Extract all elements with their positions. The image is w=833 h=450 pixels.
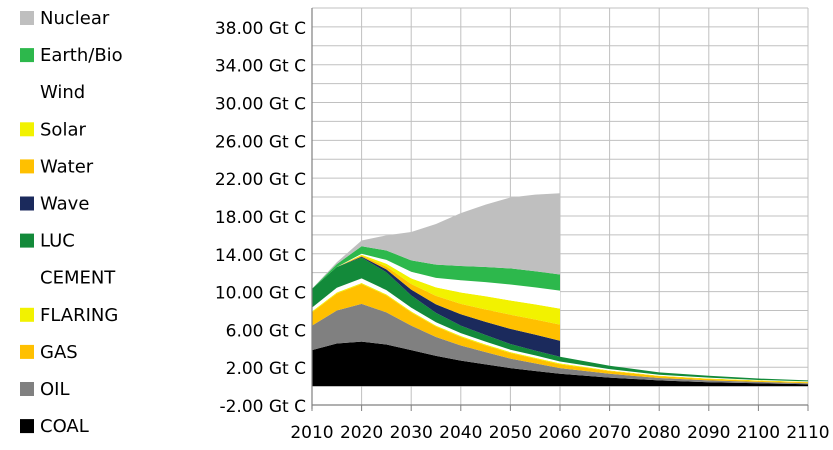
x-tick-label: 2090 xyxy=(687,423,730,443)
legend-swatch xyxy=(20,270,34,285)
legend-layer: Nuclear Earth/Bio Wind Solar Water Wave LUC CEM… xyxy=(20,8,123,437)
legend-swatch xyxy=(20,122,34,137)
x-tick-label: 2060 xyxy=(538,423,581,443)
x-tick-label: 2030 xyxy=(390,423,433,443)
x-tick-label: 2080 xyxy=(638,423,681,443)
legend-swatch xyxy=(20,159,34,174)
legend-item-water: Water xyxy=(20,156,94,177)
x-tick-label: 2070 xyxy=(588,423,631,443)
area-coal xyxy=(312,341,808,387)
x-tick-label: 2110 xyxy=(786,423,829,443)
legend-swatch xyxy=(20,382,34,396)
legend-swatch xyxy=(20,85,34,100)
y-tick-label: 30.00 Gt C xyxy=(215,95,306,115)
legend-swatch xyxy=(20,307,34,322)
y-tick-label: 6.00 Gt C xyxy=(226,321,306,341)
x-tick-label: 2020 xyxy=(340,423,383,443)
legend-label: GAS xyxy=(40,342,78,363)
legend-label: COAL xyxy=(40,416,89,437)
area-solar xyxy=(312,254,560,325)
y-tick-label: 14.00 Gt C xyxy=(215,246,306,266)
legend-swatch xyxy=(20,344,34,359)
legend-item-coal: COAL xyxy=(20,416,89,437)
legend-item-gas: GAS xyxy=(20,342,78,363)
x-tick-label: 2040 xyxy=(439,423,482,443)
area-luc xyxy=(312,257,808,382)
legend-swatch xyxy=(20,233,34,248)
y-tick-label: 22.00 Gt C xyxy=(215,170,306,190)
area-water xyxy=(312,255,560,341)
x-tick-label: 2100 xyxy=(737,423,780,443)
legend-item-wave: Wave xyxy=(20,194,89,215)
legend-label: LUC xyxy=(40,231,75,252)
legend-item-luc: LUC xyxy=(20,231,75,252)
legend-item-solar: Solar xyxy=(20,119,86,140)
area-nuclear xyxy=(312,193,560,289)
legend-item-cement: CEMENT xyxy=(20,268,116,289)
y-tick-label: -2.00 Gt C xyxy=(219,397,306,417)
y-tick-label: 26.00 Gt C xyxy=(215,132,306,152)
legend-swatch xyxy=(20,196,34,211)
x-tick-label: 2010 xyxy=(290,423,333,443)
y-tick-label: 2.00 Gt C xyxy=(226,359,306,379)
legend-swatch xyxy=(20,48,34,63)
legend-label: Earth/Bio xyxy=(40,45,123,66)
area-oil xyxy=(312,303,808,385)
area-wave xyxy=(312,256,560,357)
legend-label: OIL xyxy=(40,379,70,400)
y-tick-label: 38.00 Gt C xyxy=(215,19,306,39)
y-tick-label: 18.00 Gt C xyxy=(215,208,306,228)
legend-label: Solar xyxy=(40,119,86,140)
legend-label: Nuclear xyxy=(40,8,110,29)
area-wind xyxy=(312,253,560,309)
legend-item-oil: OIL xyxy=(20,379,70,400)
legend-label: CEMENT xyxy=(40,268,116,289)
area-earth-bio xyxy=(312,246,560,291)
area-layer xyxy=(312,193,808,387)
legend-label: FLARING xyxy=(40,305,118,326)
y-tick-label: 10.00 Gt C xyxy=(215,284,306,304)
legend-item-wind: Wind xyxy=(20,82,85,103)
legend-label: Wind xyxy=(40,82,85,103)
legend-label: Wave xyxy=(40,194,89,215)
area-gas xyxy=(312,284,808,384)
legend-item-earth-bio: Earth/Bio xyxy=(20,45,123,66)
axis-layer: 2010 2020 2030 2040 2050 2060 2070 2080 2090 2100… xyxy=(215,8,830,443)
legend-label: Water xyxy=(40,156,94,177)
legend-item-nuclear: Nuclear xyxy=(20,8,110,29)
y-tick-label: 34.00 Gt C xyxy=(215,57,306,77)
legend-swatch xyxy=(20,419,34,434)
legend-swatch xyxy=(20,11,34,25)
x-tick-label: 2050 xyxy=(489,423,532,443)
legend-item-flaring: FLARING xyxy=(20,305,118,326)
